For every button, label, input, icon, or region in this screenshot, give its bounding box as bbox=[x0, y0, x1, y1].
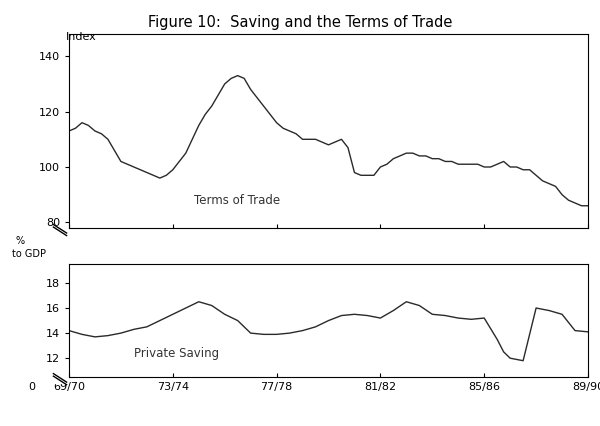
Text: Figure 10:  Saving and the Terms of Trade: Figure 10: Saving and the Terms of Trade bbox=[148, 15, 452, 30]
Text: %: % bbox=[15, 236, 24, 246]
Text: Index: Index bbox=[66, 32, 97, 42]
Text: Private Saving: Private Saving bbox=[134, 347, 219, 360]
Text: 0: 0 bbox=[28, 382, 35, 392]
Text: to GDP: to GDP bbox=[12, 249, 46, 259]
Text: Terms of Trade: Terms of Trade bbox=[194, 194, 280, 207]
